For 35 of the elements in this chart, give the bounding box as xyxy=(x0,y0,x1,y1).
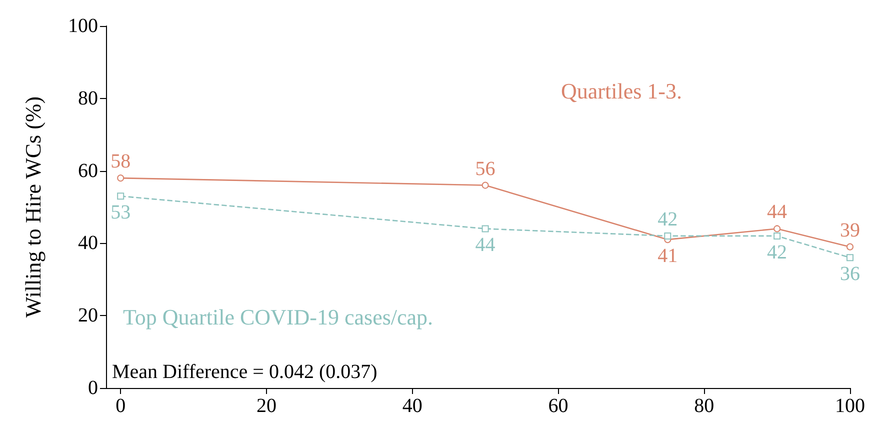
point xyxy=(846,243,854,250)
x-tick-label: 40 xyxy=(402,395,422,417)
point xyxy=(774,232,781,240)
text: Quartiles 1-3. xyxy=(561,78,682,104)
point xyxy=(664,232,672,240)
y-axis-title: Willing to Hire WCs (%) xyxy=(20,96,46,318)
data-label: 44 xyxy=(475,234,496,256)
point xyxy=(482,182,489,189)
y-tick-label: 100 xyxy=(68,15,98,37)
point xyxy=(117,174,124,182)
data-label: 36 xyxy=(840,263,860,286)
y-tick-label: 0 xyxy=(88,377,98,399)
point xyxy=(846,254,854,262)
point xyxy=(482,225,489,232)
point xyxy=(774,225,781,232)
data-label: 42 xyxy=(658,208,678,230)
data-label: 41 xyxy=(658,245,678,268)
x-tick-label: 20 xyxy=(256,395,276,417)
data-label: 53 xyxy=(110,202,131,224)
data-label: 39 xyxy=(840,219,860,242)
annotation: Mean Difference = 0.042 (0.037) xyxy=(112,361,378,383)
x-tick-label: 100 xyxy=(835,395,865,417)
x-tick-label: 60 xyxy=(548,395,568,417)
point xyxy=(117,192,124,200)
y-tick-label: 20 xyxy=(78,304,98,327)
y-tick-label: 40 xyxy=(78,232,98,254)
y-tick-label: 80 xyxy=(78,87,98,110)
data-label: 58 xyxy=(110,150,131,173)
data-label: 44 xyxy=(767,201,788,224)
y-tick-label: 60 xyxy=(78,160,98,182)
x-tick-label: 0 xyxy=(116,395,126,417)
text: Top Quartile COVID-19 cases/cap. xyxy=(123,304,434,330)
x-tick-label: 80 xyxy=(694,395,714,417)
data-label: 42 xyxy=(767,241,788,264)
data-label: 56 xyxy=(475,158,496,180)
